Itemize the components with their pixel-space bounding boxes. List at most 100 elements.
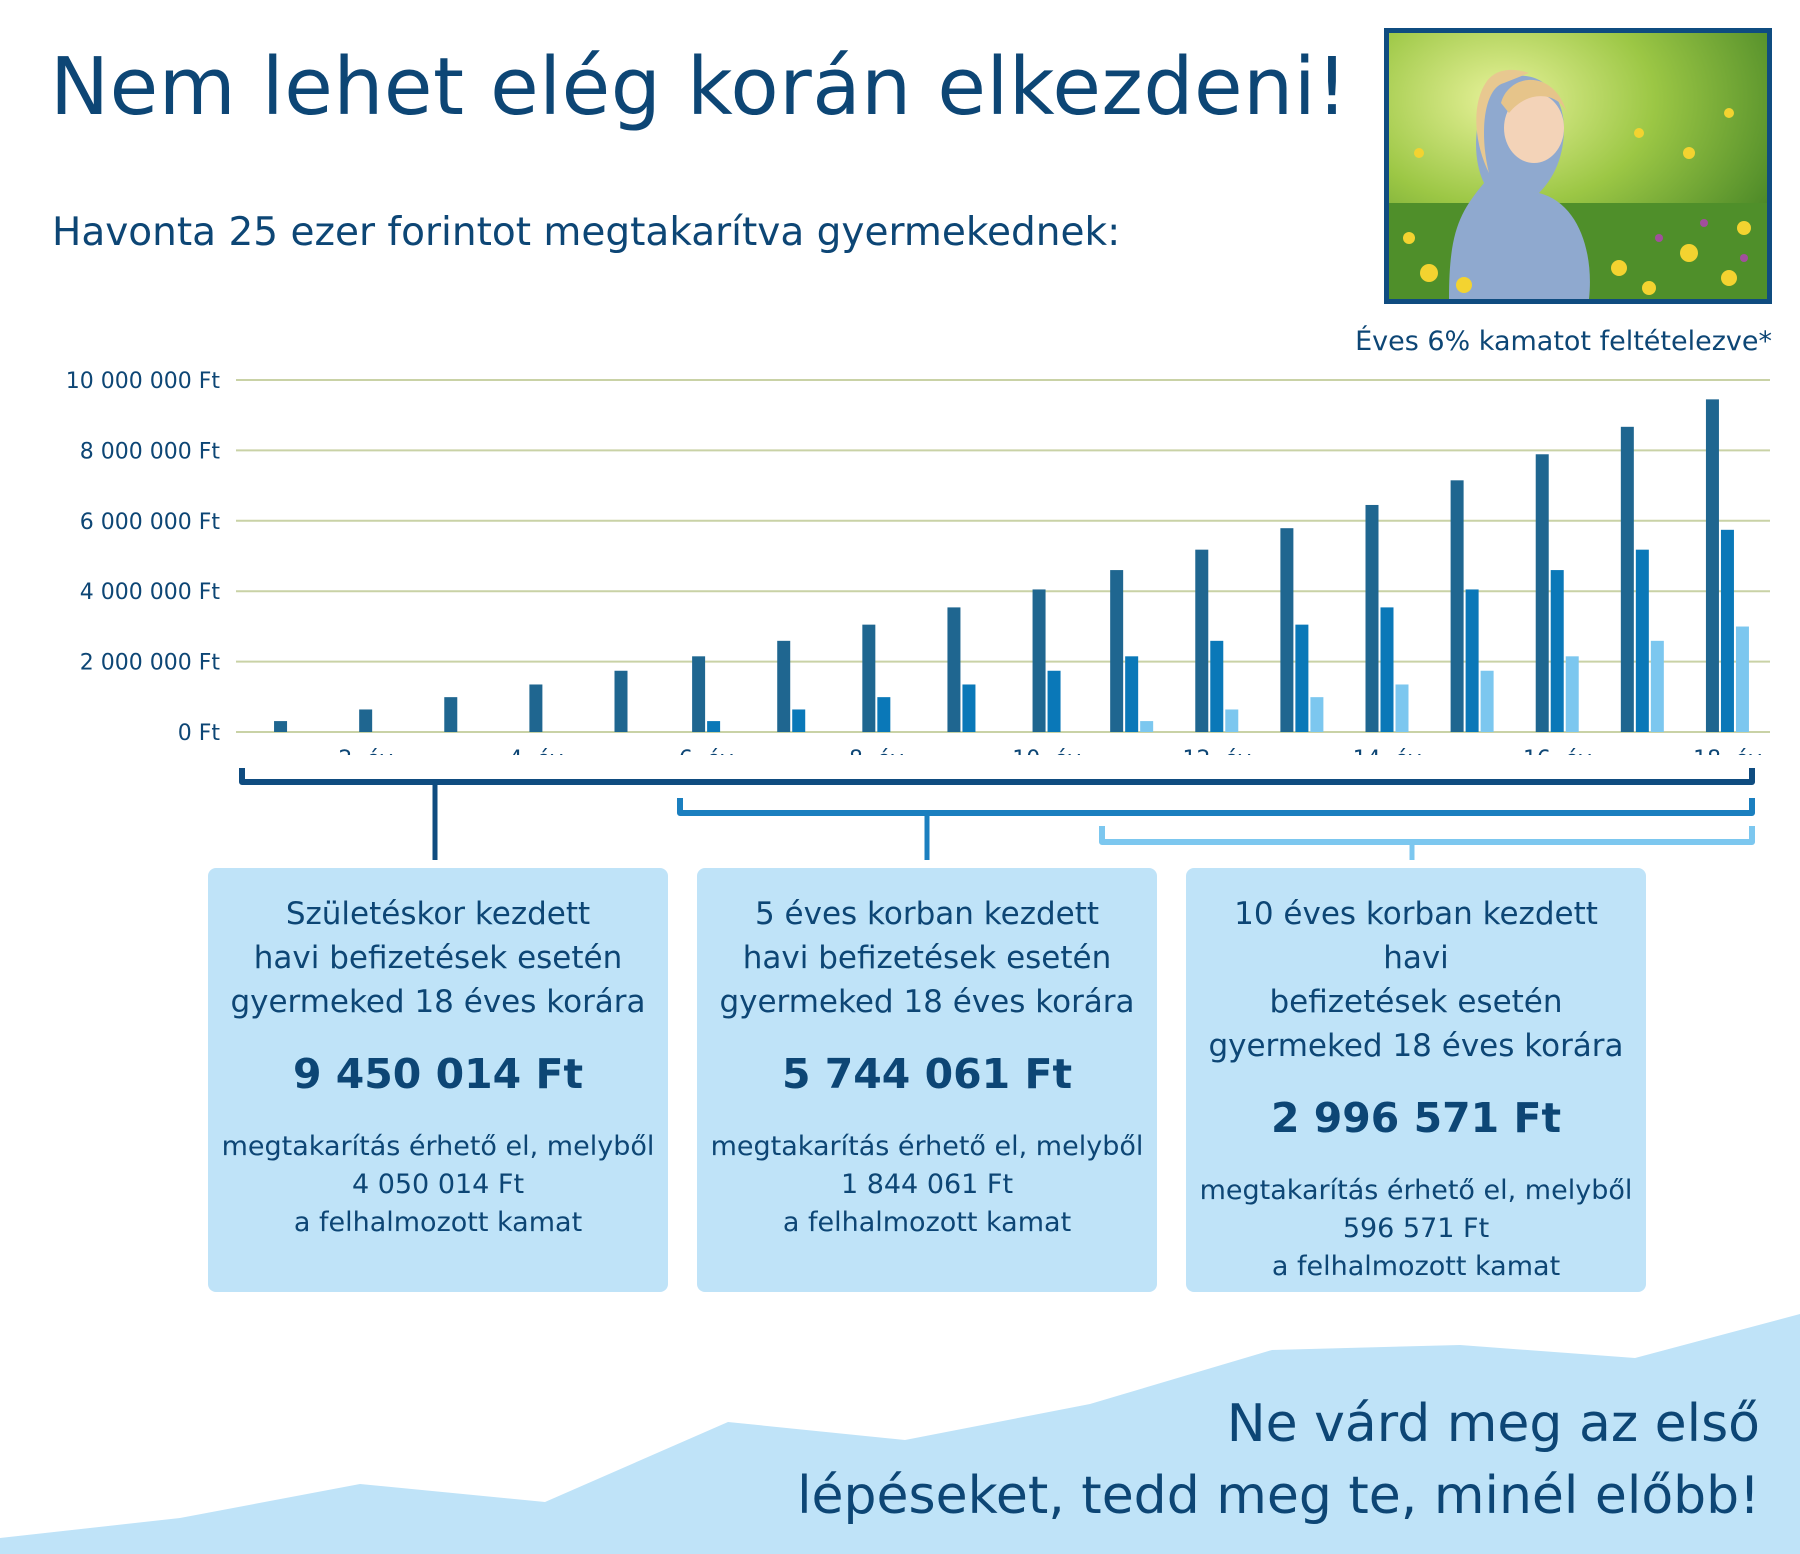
savings-bar-chart: 0 Ft 2 000 000 Ft 4 000 000 Ft 6 000 000 Ft…	[66, 369, 1770, 755]
card-amount: 5 744 061 Ft	[781, 1050, 1073, 1098]
bar-series-1	[1365, 504, 1379, 732]
card-note-line: megtakarítás érhető el, melyből	[1199, 1175, 1633, 1206]
x-axis-ticks: 2. év 4. év 6. év 8. év 10. év 12. év 14. év 16…	[338, 747, 1761, 755]
bar-series-3	[1310, 697, 1324, 732]
bar-series-3	[1140, 721, 1154, 732]
bar-series-1	[1032, 589, 1046, 732]
bar-series-1	[692, 656, 706, 732]
x-tick-label: 4. év	[509, 747, 564, 755]
y-tick-label: 4 000 000 Ft	[80, 580, 221, 605]
bar-series-2	[707, 721, 721, 732]
bar-series-3	[1735, 626, 1749, 732]
result-card-from-birth: Születéskor kezdett havi befizetések ese…	[208, 868, 668, 1292]
card-desc-line: 5 éves korban kezdett	[754, 896, 1100, 932]
bar-series-2	[1465, 589, 1479, 732]
bar-series-2	[1210, 640, 1224, 732]
bar-series-1	[862, 624, 876, 732]
bar-series-2	[962, 684, 976, 732]
card-note-line: megtakarítás érhető el, melyből	[221, 1131, 655, 1162]
child-in-flowers-image	[1389, 33, 1767, 299]
bar-series-1	[1280, 528, 1294, 732]
closing-message: Ne várd meg az első lépéseket, tedd meg …	[797, 1388, 1760, 1532]
bars	[274, 399, 1749, 732]
x-tick-label: 16. év	[1523, 747, 1592, 755]
card-desc-line: befizetések esetén	[1269, 984, 1563, 1020]
x-tick-label: 6. év	[679, 747, 734, 755]
card-description: 5 éves korban kezdett havi befizetések e…	[697, 892, 1157, 1024]
card-desc-line: gyermeked 18 éves korára	[1208, 1028, 1624, 1064]
y-tick-label: 0 Ft	[178, 721, 221, 746]
grid-lines	[236, 379, 1770, 733]
bar-series-1	[1195, 549, 1209, 732]
child-photo	[1384, 28, 1772, 304]
bar-series-2	[877, 697, 891, 732]
bar-series-1	[777, 640, 791, 732]
bar-series-3	[1650, 640, 1664, 732]
bar-series-2	[1125, 656, 1139, 732]
bar-series-3	[1480, 670, 1494, 732]
card-note-line: a felhalmozott kamat	[293, 1207, 583, 1238]
bar-series-1	[947, 607, 961, 732]
card-interest-amount: 596 571 Ft	[1342, 1213, 1490, 1244]
bar-series-2	[1047, 670, 1061, 732]
bar-series-1	[1705, 399, 1719, 732]
bar-series-1	[1110, 570, 1124, 732]
bar-series-2	[792, 709, 806, 732]
bar-series-1	[529, 684, 543, 732]
x-tick-label: 12. év	[1183, 747, 1252, 755]
card-interest-amount: 4 050 014 Ft	[351, 1169, 525, 1200]
closing-line: lépéseket, tedd meg te, minél előbb!	[797, 1466, 1760, 1526]
bar-series-2	[1295, 624, 1309, 732]
bar-series-3	[1395, 684, 1409, 732]
subtitle: Havonta 25 ezer forintot megtakarítva gy…	[52, 210, 1121, 255]
card-desc-line: gyermeked 18 éves korára	[230, 984, 646, 1020]
x-tick-label: 14. év	[1353, 747, 1422, 755]
x-tick-label: 10. év	[1012, 747, 1081, 755]
x-tick-label: 2. év	[338, 747, 393, 755]
result-card-from-age-10: 10 éves korban kezdett havi befizetések …	[1186, 868, 1646, 1292]
card-amount: 2 996 571 Ft	[1270, 1094, 1562, 1142]
card-note: megtakarítás érhető el, melyből 596 571 …	[1186, 1172, 1646, 1286]
y-tick-label: 8 000 000 Ft	[80, 439, 221, 464]
card-desc-line: gyermeked 18 éves korára	[719, 984, 1135, 1020]
card-desc-line: havi befizetések esetén	[742, 940, 1112, 976]
bar-series-1	[1450, 480, 1464, 732]
bar-series-1	[274, 721, 288, 732]
bar-series-3	[1225, 709, 1239, 732]
card-desc-line: havi befizetések esetén	[253, 940, 623, 976]
bar-series-1	[444, 697, 458, 732]
bracket-from-age-10	[1099, 826, 1755, 845]
y-tick-label: 10 000 000 Ft	[66, 369, 221, 394]
x-tick-label: 18. év	[1693, 747, 1762, 755]
bracket-from-birth	[239, 768, 1755, 785]
result-card-from-age-5: 5 éves korban kezdett havi befizetések e…	[697, 868, 1157, 1292]
card-note-line: a felhalmozott kamat	[782, 1207, 1072, 1238]
period-brackets	[239, 768, 1755, 860]
card-interest-amount: 1 844 061 Ft	[840, 1169, 1014, 1200]
card-note-line: megtakarítás érhető el, melyből	[710, 1131, 1144, 1162]
interest-caption: Éves 6% kamatot feltételezve*	[1355, 326, 1772, 357]
page-title: Nem lehet elég korán elkezdeni!	[50, 41, 1349, 133]
card-note: megtakarítás érhető el, melyből 1 844 06…	[697, 1128, 1157, 1242]
bar-series-2	[1380, 607, 1394, 732]
bar-series-1	[1535, 454, 1549, 732]
bar-series-2	[1720, 529, 1734, 732]
bracket-from-age-5	[677, 798, 1755, 816]
x-tick-label: 8. év	[849, 747, 904, 755]
card-amount: 9 450 014 Ft	[292, 1050, 584, 1098]
bar-series-1	[1620, 426, 1634, 732]
card-description: Születéskor kezdett havi befizetések ese…	[208, 892, 668, 1024]
card-note: megtakarítás érhető el, melyből 4 050 01…	[208, 1128, 668, 1242]
card-desc-line: Születéskor kezdett	[285, 896, 591, 932]
mountain-background	[0, 1314, 1800, 1554]
closing-line: Ne várd meg az első	[1226, 1394, 1760, 1454]
bar-series-2	[1635, 549, 1649, 732]
y-tick-label: 6 000 000 Ft	[80, 510, 221, 535]
y-tick-label: 2 000 000 Ft	[80, 651, 221, 676]
card-description: 10 éves korban kezdett havi befizetések …	[1186, 892, 1646, 1068]
card-note-line: a felhalmozott kamat	[1271, 1251, 1561, 1282]
y-axis-ticks: 0 Ft 2 000 000 Ft 4 000 000 Ft 6 000 000 Ft…	[66, 369, 221, 746]
bar-series-1	[614, 670, 628, 732]
bar-series-3	[1565, 656, 1579, 732]
bar-series-2	[1550, 570, 1564, 732]
